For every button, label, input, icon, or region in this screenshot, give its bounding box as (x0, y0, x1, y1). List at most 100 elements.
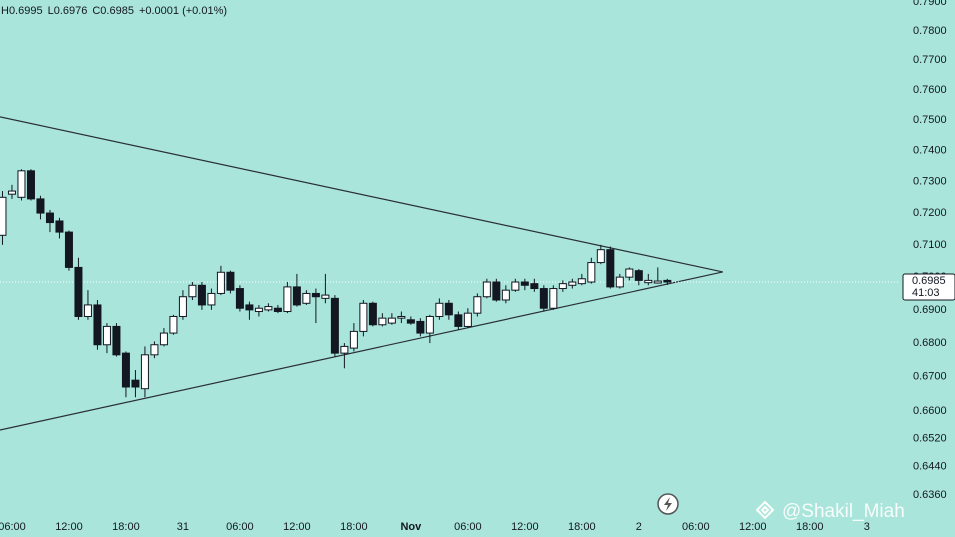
x-tick-label: 18:00 (340, 521, 368, 533)
x-tick-label: 31 (177, 521, 189, 533)
price-label: 0.6985 (912, 275, 946, 287)
candle-body (159, 332, 168, 346)
candle-body (663, 279, 672, 283)
candle-body (74, 266, 83, 317)
watermark-logo (755, 500, 775, 520)
candle-body (530, 283, 539, 290)
x-tick-label: 18:00 (796, 521, 824, 533)
y-tick-label: 0.6520 (913, 433, 947, 445)
y-tick-label: 0.7100 (913, 239, 947, 251)
candle-body (321, 294, 330, 299)
y-tick-label: 0.7500 (913, 114, 947, 126)
candle-body (26, 170, 35, 200)
candle-body (463, 312, 472, 327)
trendline (0, 116, 723, 273)
candle-body (55, 220, 64, 233)
candle-body (102, 325, 111, 346)
icon-bolt (664, 497, 672, 511)
candle-body (587, 262, 596, 283)
candle-body (568, 281, 577, 286)
candle-body (473, 296, 482, 314)
candle-body (492, 281, 501, 301)
header-value: +0.0001 (+0.01%) (139, 5, 227, 17)
candle-body (606, 249, 615, 288)
x-tick-label: 12:00 (55, 521, 83, 533)
candle-body (7, 190, 16, 195)
candle-body (368, 302, 377, 326)
candle-body (197, 284, 206, 306)
candle-body (435, 302, 444, 317)
y-tick-label: 0.6800 (913, 337, 947, 349)
x-tick-label: 18:00 (112, 521, 140, 533)
y-tick-label: 0.6700 (913, 371, 947, 383)
candle-body (425, 315, 434, 334)
candle-body (501, 289, 510, 301)
logo-diamond (755, 500, 775, 520)
trendline (0, 271, 723, 431)
x-tick-label: 06:00 (226, 521, 254, 533)
candle-body (416, 320, 425, 334)
y-tick-label: 0.6900 (913, 304, 947, 316)
x-tick-label: 2 (636, 521, 642, 533)
header-value: L0.6976 (48, 5, 88, 17)
y-tick-label: 0.7800 (913, 25, 947, 37)
candle-body (83, 304, 92, 317)
candle-body (264, 306, 273, 311)
x-tick-label: 12:00 (283, 521, 311, 533)
lightning-icon[interactable] (657, 493, 679, 515)
y-tick-label: 0.6440 (913, 461, 947, 473)
watermark: @Shakil_Miah (782, 501, 905, 522)
candle-body (283, 286, 292, 313)
candle-body (64, 231, 73, 268)
candle-body (216, 271, 225, 294)
candle-body (245, 304, 254, 311)
candle-body (169, 315, 178, 334)
candle-body (235, 288, 244, 309)
candle-body (140, 354, 149, 390)
candle-body (273, 307, 282, 313)
candle-body (549, 288, 558, 309)
candle-body (226, 271, 235, 291)
candle-body (644, 279, 653, 284)
candle-body (45, 212, 54, 224)
candle-body (406, 319, 415, 324)
candle-body (558, 283, 567, 290)
candle-body (150, 344, 159, 356)
candle-body (634, 270, 643, 281)
candle-body (625, 268, 634, 278)
price-label-box (902, 273, 955, 301)
y-tick-label: 0.7900 (913, 0, 947, 8)
candle-body (112, 325, 121, 356)
candle-body (188, 284, 197, 298)
y-tick-label: 0.7600 (913, 84, 947, 96)
candle-body (292, 286, 301, 306)
candle-body (444, 302, 453, 316)
y-tick-label: 0.7300 (913, 176, 947, 188)
y-tick-label: 0.7200 (913, 207, 947, 219)
x-tick-label: Nov (400, 521, 422, 533)
x-tick-label: 06:00 (0, 521, 26, 533)
candle-body (482, 281, 491, 298)
candle-body (387, 317, 396, 324)
y-tick-label: 0.7400 (913, 145, 947, 157)
x-tick-label: 12:00 (739, 521, 767, 533)
candle-body (93, 304, 102, 346)
candle-body (653, 280, 662, 284)
countdown: 41:03 (912, 287, 940, 299)
header-value: H0.6995 (1, 5, 43, 17)
candle-body (254, 307, 263, 313)
header-value: C0.6985 (92, 5, 134, 17)
candle-body (302, 292, 311, 304)
candle-body (178, 296, 187, 317)
y-tick-label: 0.6360 (913, 489, 947, 501)
candle-body (397, 315, 406, 319)
candle-body (311, 292, 320, 298)
y-tick-label: 0.7700 (913, 54, 947, 66)
candle-body (349, 330, 358, 349)
y-tick-label: 0.6600 (913, 405, 947, 417)
candle-body (454, 314, 463, 327)
candle-body (17, 170, 26, 198)
